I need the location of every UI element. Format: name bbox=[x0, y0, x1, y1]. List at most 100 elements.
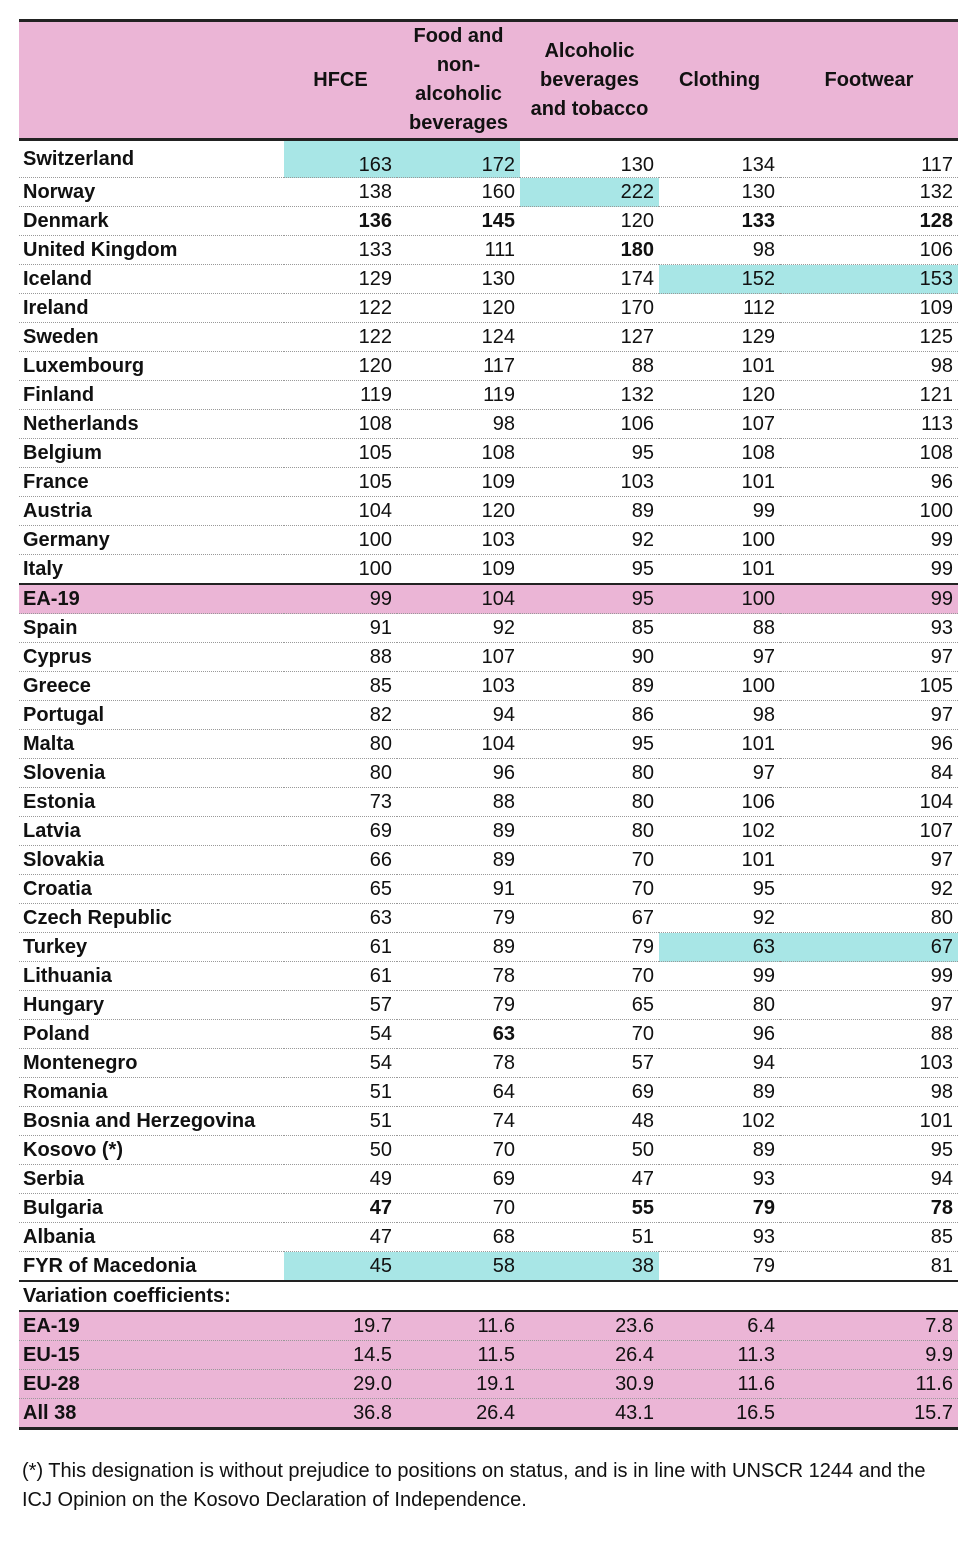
row-label: Turkey bbox=[19, 932, 284, 962]
table-cell: 79 bbox=[659, 1193, 780, 1223]
row-label: Norway bbox=[19, 177, 284, 207]
table-cell: 163 bbox=[284, 139, 397, 178]
table-cell: 145 bbox=[397, 206, 520, 236]
row-label: Croatia bbox=[19, 874, 284, 904]
table-cell: 78 bbox=[397, 961, 520, 991]
table-cell: 63 bbox=[659, 932, 780, 962]
column-header: Alcoholic beverages and tobacco bbox=[520, 20, 659, 140]
footnote: (*) This designation is without prejudic… bbox=[22, 1460, 926, 1511]
table-cell: 80 bbox=[780, 903, 958, 933]
table-cell: 103 bbox=[780, 1048, 958, 1078]
row-label: Slovakia bbox=[19, 845, 284, 875]
table-cell: 80 bbox=[284, 729, 397, 759]
table-cell: 47 bbox=[520, 1164, 659, 1194]
table-cell: 96 bbox=[659, 1019, 780, 1049]
table-cell: 124 bbox=[397, 322, 520, 352]
table-cell: 95 bbox=[520, 729, 659, 759]
table-row: Kosovo (*) 50 70 50 89 95 bbox=[19, 1135, 958, 1165]
row-label: Slovenia bbox=[19, 758, 284, 788]
table-cell: 125 bbox=[780, 322, 958, 352]
table-cell: 97 bbox=[659, 758, 780, 788]
row-label: Kosovo (*) bbox=[19, 1135, 284, 1165]
table-cell: 88 bbox=[397, 787, 520, 817]
table-cell: 102 bbox=[659, 1106, 780, 1136]
table-cell: 92 bbox=[780, 874, 958, 904]
table-cell: 48 bbox=[520, 1106, 659, 1136]
table-row: Italy 100 109 95 101 99 bbox=[19, 554, 958, 585]
table-cell: 160 bbox=[397, 177, 520, 207]
row-label: Portugal bbox=[19, 700, 284, 730]
table-cell: 101 bbox=[659, 554, 780, 585]
table-row: Portugal 82 94 86 98 97 bbox=[19, 700, 958, 730]
table-cell: 89 bbox=[659, 1135, 780, 1165]
table-cell: 51 bbox=[284, 1077, 397, 1107]
table-row: Albania 47 68 51 93 85 bbox=[19, 1222, 958, 1252]
table-cell: 89 bbox=[659, 1077, 780, 1107]
table-cell: 89 bbox=[397, 932, 520, 962]
table-cell: 88 bbox=[520, 351, 659, 381]
table-cell: 85 bbox=[284, 671, 397, 701]
table-cell: 85 bbox=[780, 1222, 958, 1252]
table-cell: 95 bbox=[780, 1135, 958, 1165]
column-header: Clothing bbox=[659, 20, 780, 140]
table-cell: 51 bbox=[284, 1106, 397, 1136]
table-cell: 108 bbox=[397, 438, 520, 468]
table-cell: 117 bbox=[397, 351, 520, 381]
table-cell: 57 bbox=[284, 990, 397, 1020]
table-cell: 95 bbox=[520, 438, 659, 468]
table-cell: 69 bbox=[520, 1077, 659, 1107]
header-corner bbox=[19, 20, 284, 140]
row-label: United Kingdom bbox=[19, 235, 284, 265]
table-row: Belgium 105 108 95 108 108 bbox=[19, 438, 958, 468]
table-cell: 120 bbox=[397, 496, 520, 526]
table-cell: 95 bbox=[520, 583, 659, 614]
table-row: Latvia 69 89 80 102 107 bbox=[19, 816, 958, 846]
table-cell: 97 bbox=[659, 642, 780, 672]
table-cell: 92 bbox=[659, 903, 780, 933]
table-cell: 82 bbox=[284, 700, 397, 730]
table-cell: 23.6 bbox=[520, 1311, 659, 1341]
table-cell: 132 bbox=[780, 177, 958, 207]
table-cell: 97 bbox=[780, 845, 958, 875]
table-cell: 95 bbox=[520, 554, 659, 585]
row-label: EA-19 bbox=[19, 583, 284, 614]
table-cell: 107 bbox=[659, 409, 780, 439]
table-cell: 101 bbox=[659, 351, 780, 381]
table-row: Sweden 122 124 127 129 125 bbox=[19, 322, 958, 352]
table-row: Switzerland 163 172 130 134 117 bbox=[19, 139, 958, 178]
table-cell: 98 bbox=[780, 1077, 958, 1107]
table-cell: 11.6 bbox=[397, 1311, 520, 1341]
table-row: Greece 85 103 89 100 105 bbox=[19, 671, 958, 701]
table-cell: 99 bbox=[659, 496, 780, 526]
table-cell: 11.3 bbox=[659, 1340, 780, 1370]
table-cell: 120 bbox=[520, 206, 659, 236]
table-cell: 70 bbox=[397, 1193, 520, 1223]
table-cell: 119 bbox=[284, 380, 397, 410]
table-cell: 58 bbox=[397, 1251, 520, 1282]
row-label: Cyprus bbox=[19, 642, 284, 672]
row-label: Denmark bbox=[19, 206, 284, 236]
table-row: Bulgaria 47 70 55 79 78 bbox=[19, 1193, 958, 1223]
header-row: HFCE Food and non-alcoholic beverages Alco… bbox=[19, 20, 958, 140]
table-cell: 61 bbox=[284, 961, 397, 991]
table-cell: 19.7 bbox=[284, 1311, 397, 1341]
row-label: Iceland bbox=[19, 264, 284, 294]
row-label: Greece bbox=[19, 671, 284, 701]
table-cell: 80 bbox=[520, 787, 659, 817]
table-cell: 78 bbox=[780, 1193, 958, 1223]
table-cell: 9.9 bbox=[780, 1340, 958, 1370]
table-row: Norway 138 160 222 130 132 bbox=[19, 177, 958, 207]
table-cell: 98 bbox=[397, 409, 520, 439]
table-row: Spain 91 92 85 88 93 bbox=[19, 613, 958, 643]
table-cell: 54 bbox=[284, 1048, 397, 1078]
table-cell: 16.5 bbox=[659, 1398, 780, 1430]
table-cell: 103 bbox=[397, 525, 520, 555]
row-label: Netherlands bbox=[19, 409, 284, 439]
table-cell: 63 bbox=[397, 1019, 520, 1049]
column-header: Food and non-alcoholic beverages bbox=[397, 20, 520, 140]
table-cell: 170 bbox=[520, 293, 659, 323]
table-cell: 122 bbox=[284, 293, 397, 323]
table-cell: 99 bbox=[780, 583, 958, 614]
table-row: Czech Republic 63 79 67 92 80 bbox=[19, 903, 958, 933]
table-row: Slovenia 80 96 80 97 84 bbox=[19, 758, 958, 788]
